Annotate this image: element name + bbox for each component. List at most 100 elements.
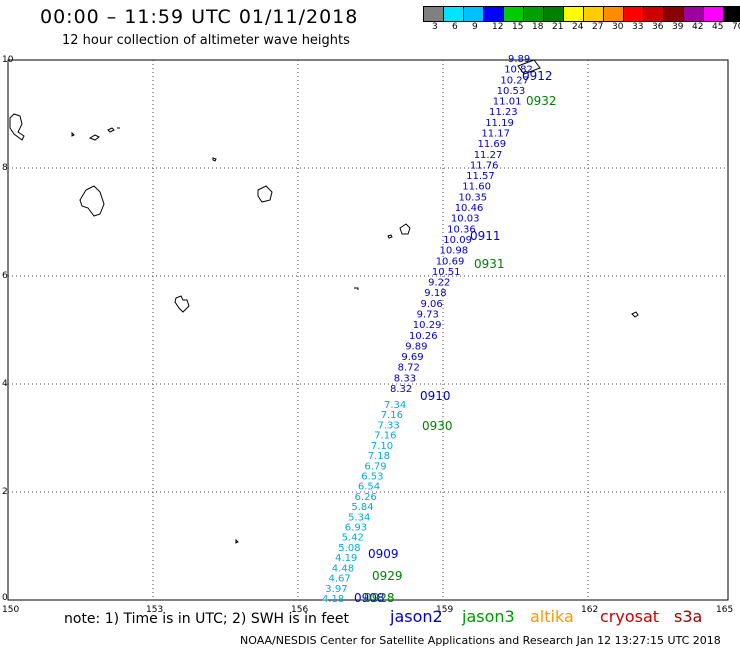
wave-height-label: 5.08 bbox=[338, 543, 360, 554]
y-tick-label: 8 bbox=[2, 163, 8, 173]
x-tick-label: 162 bbox=[581, 605, 598, 615]
coastlines bbox=[9, 113, 639, 544]
color-scale-label: 18 bbox=[532, 22, 544, 32]
wave-height-label: 9.22 bbox=[428, 278, 450, 289]
wave-height-label: 6.93 bbox=[345, 523, 367, 534]
wave-height-label: 9.06 bbox=[421, 299, 443, 310]
map-frame bbox=[7, 59, 729, 601]
wave-height-label: 11.01 bbox=[493, 97, 522, 108]
wave-height-label: 9.73 bbox=[417, 310, 439, 321]
wave-height-label: 5.84 bbox=[351, 502, 373, 513]
map-subtitle: 12 hour collection of altimeter wave hei… bbox=[62, 33, 350, 48]
wave-height-label: 7.34 bbox=[384, 400, 406, 411]
wave-height-label: 4.67 bbox=[329, 574, 351, 585]
wave-height-label: 5.42 bbox=[342, 533, 364, 544]
wave-height-label: 11.69 bbox=[478, 139, 507, 150]
legend-s3a: s3a bbox=[674, 607, 703, 626]
pass-label-jason3: 0929 bbox=[372, 569, 403, 583]
wave-height-label: 4.18 bbox=[322, 594, 344, 605]
wave-height-label: 5.34 bbox=[348, 512, 370, 523]
y-tick-label: 4 bbox=[2, 379, 8, 389]
color-scale-label: 30 bbox=[612, 22, 624, 32]
wave-height-label: 6.53 bbox=[361, 472, 383, 483]
color-scale-label: 70 (ft) bbox=[732, 22, 740, 32]
island-outline bbox=[174, 295, 190, 313]
wave-height-label: 11.17 bbox=[481, 129, 510, 140]
island-outline bbox=[257, 185, 273, 203]
color-scale bbox=[423, 6, 740, 22]
wave-height-label: 8.32 bbox=[390, 384, 412, 395]
color-scale-label: 42 bbox=[692, 22, 704, 32]
pass-label-jason3: 0931 bbox=[474, 257, 505, 271]
x-tick-label: 165 bbox=[716, 605, 733, 615]
color-scale-label: 39 bbox=[672, 22, 684, 32]
note-text: note: 1) Time is in UTC; 2) SWH is in fe… bbox=[64, 611, 350, 627]
island-outline bbox=[71, 131, 75, 137]
color-scale-label: 3 bbox=[432, 22, 438, 32]
pass-label-jason2: 0912 bbox=[522, 69, 553, 83]
wave-height-label: 10.29 bbox=[413, 320, 442, 331]
wave-height-label: 7.10 bbox=[371, 441, 393, 452]
wave-height-label: 10.36 bbox=[447, 224, 476, 235]
color-scale-label: 24 bbox=[572, 22, 584, 32]
map-title: 00:00 – 11:59 UTC 01/11/2018 bbox=[40, 6, 359, 28]
wave-height-label: 10.53 bbox=[497, 86, 526, 97]
wave-height-label: 10.69 bbox=[436, 256, 465, 267]
island-outline bbox=[387, 234, 393, 239]
color-scale-swatch bbox=[723, 6, 740, 22]
color-scale-label: 15 bbox=[512, 22, 524, 32]
island-outline bbox=[212, 157, 217, 162]
color-scale-label: 45 bbox=[712, 22, 724, 32]
wave-height-label: 11.60 bbox=[462, 182, 491, 193]
pass-label-jason2: 0908 bbox=[354, 591, 385, 605]
pass-label-jason2: 0911 bbox=[470, 229, 501, 243]
altimeter-tracks: 9.8910.8210.2710.5311.0111.2311.1911.171… bbox=[322, 54, 541, 605]
color-scale-label: 33 bbox=[632, 22, 644, 32]
pass-label-jason2: 0909 bbox=[368, 547, 399, 561]
wave-height-label: 10.26 bbox=[409, 331, 438, 342]
color-scale-label: 21 bbox=[552, 22, 564, 32]
pass-label-jason3: 0928 bbox=[364, 591, 395, 605]
wave-height-label: 6.79 bbox=[364, 461, 386, 472]
island-outline bbox=[79, 185, 105, 217]
wave-height-label: 8.72 bbox=[398, 363, 420, 374]
wave-height-label: 9.89 bbox=[508, 54, 530, 65]
wave-height-label: 10.51 bbox=[432, 267, 461, 278]
wave-height-label: 7.16 bbox=[381, 410, 403, 421]
color-scale-label: 9 bbox=[472, 22, 478, 32]
island-outline bbox=[399, 223, 411, 235]
y-tick-label: 6 bbox=[2, 271, 8, 281]
pass-label-jason3: 0930 bbox=[422, 419, 453, 433]
wave-height-label: 7.33 bbox=[378, 420, 400, 431]
wave-height-label: 6.54 bbox=[358, 482, 380, 493]
y-tick-label: 10 bbox=[2, 55, 14, 65]
wave-height-label: 10.09 bbox=[443, 235, 472, 246]
legend-altika: altika bbox=[530, 607, 574, 626]
island-outline bbox=[354, 287, 359, 290]
wave-height-label: 9.18 bbox=[424, 288, 446, 299]
wave-height-label: 10.98 bbox=[440, 246, 469, 257]
wave-height-label: 4.19 bbox=[335, 553, 357, 564]
y-tick-label: 0 bbox=[2, 593, 8, 603]
pass-label-jason2: 0910 bbox=[420, 389, 451, 403]
color-scale-label: 6 bbox=[452, 22, 458, 32]
wave-height-label: 10.35 bbox=[459, 192, 488, 203]
wave-height-label: 7.18 bbox=[368, 451, 390, 462]
island-outline bbox=[9, 113, 25, 141]
wave-height-label: 3.97 bbox=[325, 584, 347, 595]
x-tick-label: 156 bbox=[291, 605, 308, 615]
pass-label-jason3: 0932 bbox=[526, 94, 557, 108]
wave-height-label: 11.57 bbox=[466, 171, 495, 182]
x-tick-label: 153 bbox=[146, 605, 163, 615]
wave-height-label: 10.03 bbox=[451, 214, 480, 225]
wave-height-label: 10.27 bbox=[500, 75, 529, 86]
island-outline bbox=[88, 127, 120, 141]
wave-height-label: 10.82 bbox=[504, 65, 533, 76]
legend-cryosat: cryosat bbox=[600, 607, 660, 626]
wave-height-label: 7.16 bbox=[374, 431, 396, 442]
wave-height-label: 11.19 bbox=[485, 118, 514, 129]
credit-line: NOAA/NESDIS Center for Satellite Applica… bbox=[240, 634, 721, 647]
wave-height-label: 10.46 bbox=[455, 203, 484, 214]
color-scale-label: 27 bbox=[592, 22, 604, 32]
